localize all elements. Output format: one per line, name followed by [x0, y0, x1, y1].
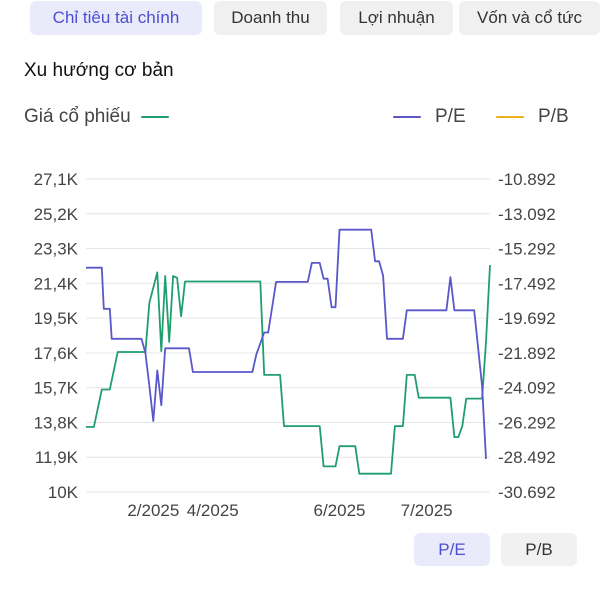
x-axis: 2/2025 4/2025 6/2025 7/2025 — [127, 501, 452, 520]
y-left-tick-label: 25,2K — [34, 205, 79, 224]
y-right-tick-label: -13.092 — [498, 205, 556, 224]
toggle-pb-button[interactable]: P/B — [501, 533, 577, 566]
legend-label-price: Giá cổ phiếu — [24, 106, 131, 127]
legend-swatch-pb — [496, 115, 524, 119]
y-left-tick-label: 23,3K — [34, 240, 79, 259]
x-tick-label: 2/2025 — [127, 501, 179, 520]
y-right-tick-label: -10.892 — [498, 170, 556, 189]
legend-item-price: Giá cổ phiếu — [24, 106, 169, 128]
y-left-tick-label: 21,4K — [34, 274, 79, 293]
y-left-tick-label: 19,5K — [34, 309, 79, 328]
x-tick-label: 4/2025 — [187, 501, 239, 520]
legend-swatch-price — [140, 115, 169, 119]
x-tick-label: 6/2025 — [313, 501, 365, 520]
y-right-tick-label: -17.492 — [498, 274, 556, 293]
chart-legend: Giá cổ phiếu P/E P/B — [0, 106, 600, 134]
y-right-tick-label: -15.292 — [498, 240, 556, 259]
y-right-tick-label: -30.692 — [498, 483, 556, 502]
y-right-tick-label: -28.492 — [498, 448, 556, 467]
y-left-tick-label: 15,7K — [34, 379, 79, 398]
legend-item-pe: P/E — [393, 106, 466, 128]
tab-bar: Chỉ tiêu tài chính Doanh thu Lợi nhuận V… — [26, 0, 600, 36]
tab-financial-indicators[interactable]: Chỉ tiêu tài chính — [30, 1, 202, 35]
y-right-tick-label: -24.092 — [498, 379, 556, 398]
y-right-tick-label: -21.892 — [498, 344, 556, 363]
y-axis-right: -10.892 -13.092 -15.292 -17.492 -19.692 -21.8… — [498, 170, 556, 502]
y-axis-left: 27,1K 25,2K 23,3K 21,4K 19,5K 17,6K 15,7K 13,8K… — [34, 170, 79, 502]
section-title: Xu hướng cơ bản — [24, 60, 174, 81]
tab-profit[interactable]: Lợi nhuận — [340, 1, 453, 35]
y-left-tick-label: 13,8K — [34, 413, 79, 432]
series-line-pe — [86, 228, 487, 459]
legend-label-pb: P/B — [538, 106, 569, 127]
tab-revenue[interactable]: Doanh thu — [214, 1, 327, 35]
legend-label-pe: P/E — [435, 106, 466, 127]
trend-chart: 27,1K 25,2K 23,3K 21,4K 19,5K 17,6K 15,7K 13,8K… — [34, 170, 556, 520]
legend-swatch-pe — [393, 115, 421, 119]
legend-item-pb: P/B — [496, 106, 569, 128]
y-right-tick-label: -19.692 — [498, 309, 556, 328]
chart-series — [86, 228, 491, 475]
chart-grid — [86, 178, 490, 493]
y-right-tick-label: -26.292 — [498, 413, 556, 432]
y-left-tick-label: 10K — [48, 483, 79, 502]
y-left-tick-label: 27,1K — [34, 170, 79, 189]
y-left-tick-label: 11,9K — [35, 448, 79, 467]
x-tick-label: 7/2025 — [401, 501, 453, 520]
y-left-tick-label: 17,6K — [34, 344, 79, 363]
toggle-pe-button[interactable]: P/E — [414, 533, 490, 566]
series-line-price — [86, 264, 491, 475]
tab-capital-dividend[interactable]: Vốn và cổ tức — [459, 1, 600, 35]
